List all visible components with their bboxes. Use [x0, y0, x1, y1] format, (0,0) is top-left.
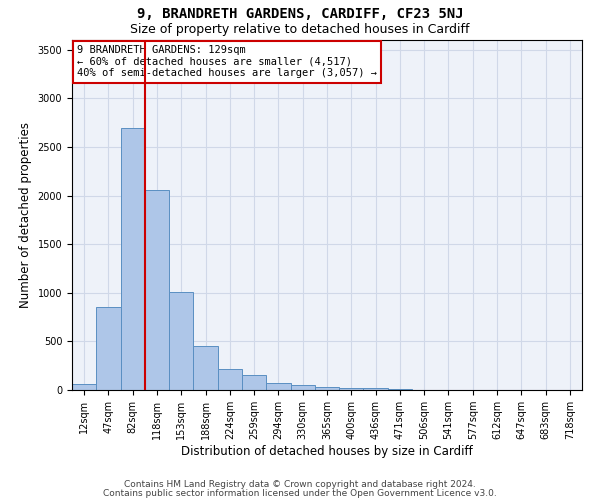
Bar	[96, 308, 121, 390]
Bar	[218, 369, 242, 390]
Text: 9, BRANDRETH GARDENS, CARDIFF, CF23 5NJ: 9, BRANDRETH GARDENS, CARDIFF, CF23 5NJ	[137, 8, 463, 22]
Bar	[242, 375, 266, 390]
Bar	[266, 383, 290, 390]
Bar	[193, 346, 218, 390]
Bar	[364, 388, 388, 390]
Bar	[169, 292, 193, 390]
Bar	[339, 388, 364, 390]
X-axis label: Distribution of detached houses by size in Cardiff: Distribution of detached houses by size …	[181, 445, 473, 458]
Bar	[388, 388, 412, 390]
Text: 9 BRANDRETH GARDENS: 129sqm
← 60% of detached houses are smaller (4,517)
40% of : 9 BRANDRETH GARDENS: 129sqm ← 60% of det…	[77, 46, 377, 78]
Text: Contains HM Land Registry data © Crown copyright and database right 2024.: Contains HM Land Registry data © Crown c…	[124, 480, 476, 489]
Text: Size of property relative to detached houses in Cardiff: Size of property relative to detached ho…	[130, 22, 470, 36]
Y-axis label: Number of detached properties: Number of detached properties	[19, 122, 32, 308]
Bar	[315, 387, 339, 390]
Bar	[145, 190, 169, 390]
Text: Contains public sector information licensed under the Open Government Licence v3: Contains public sector information licen…	[103, 488, 497, 498]
Bar	[72, 384, 96, 390]
Bar	[121, 128, 145, 390]
Bar	[290, 385, 315, 390]
